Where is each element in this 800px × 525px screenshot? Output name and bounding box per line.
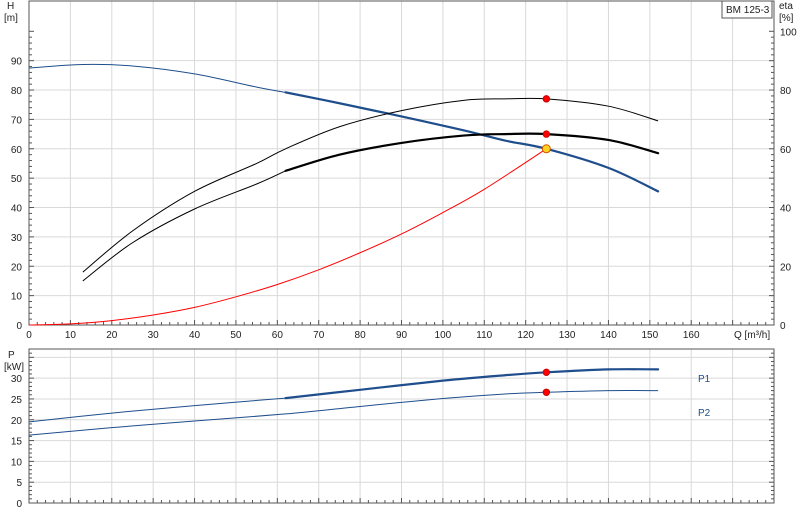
legend-p2: P2	[698, 408, 711, 419]
y2-axis-label: eta	[779, 1, 793, 12]
power-p2-curve	[28, 389, 659, 436]
power-tick-label: 5	[16, 478, 22, 489]
y2-tick-label: 60	[780, 145, 792, 156]
efficiency-point-marker	[542, 95, 551, 103]
y2-axis-unit: [%]	[779, 13, 794, 24]
y-tick-label: 10	[11, 292, 23, 303]
power-point-marker	[542, 388, 551, 396]
x-tick-label: 110	[476, 330, 492, 341]
duty-point-marker	[541, 144, 551, 154]
power-tick-label: 0	[16, 499, 22, 510]
power-p1-curve-bold	[284, 368, 660, 400]
x-tick-label: 10	[65, 330, 77, 341]
y-axis-unit: [m]	[4, 13, 18, 24]
y-tick-label: 50	[11, 174, 23, 185]
x-tick-label: 50	[230, 330, 242, 341]
power-tick-label: 15	[11, 437, 23, 448]
head-curve-bold	[284, 91, 660, 193]
x-tick-label: 100	[435, 330, 452, 341]
y-tick-label: 40	[11, 204, 23, 215]
power-axis-label: P	[8, 350, 15, 361]
x-tick-label: 20	[106, 330, 118, 341]
x-tick-label: 150	[641, 330, 658, 341]
chart-title: BM 125-3	[726, 5, 770, 16]
y-tick-label: 60	[11, 145, 23, 156]
x-tick-label: 0	[26, 330, 32, 341]
efficiency-curve-2	[82, 170, 286, 282]
x-tick-label: 30	[148, 330, 160, 341]
grid-layer	[29, 1, 774, 503]
y-tick-label: 20	[11, 262, 23, 273]
power-tick-label: 20	[11, 416, 23, 427]
x-tick-label: 80	[355, 330, 367, 341]
x-tick-label: 140	[600, 330, 617, 341]
x-tick-label: 90	[396, 330, 408, 341]
y-tick-label: 80	[11, 86, 23, 97]
y-axis-label: H	[7, 1, 14, 12]
efficiency-curve-1	[82, 97, 659, 273]
power-point-marker	[542, 368, 551, 377]
y-tick-label: 30	[11, 233, 23, 244]
y2-tick-label: 80	[780, 86, 792, 97]
efficiency-point-marker	[542, 130, 551, 138]
x-tick-label: 70	[313, 330, 325, 341]
y-tick-label: 70	[11, 115, 23, 126]
x-tick-label: 60	[272, 330, 284, 341]
y-tick-label: 0	[16, 321, 22, 332]
x-tick-label: 40	[189, 330, 201, 341]
x-tick-label: 120	[517, 330, 534, 341]
power-axis-unit: [kW]	[4, 362, 24, 373]
efficiency-curve-2-bold	[284, 132, 660, 172]
power-tick-label: 10	[11, 457, 23, 468]
power-p1-curve	[28, 397, 286, 423]
y-tick-label: 90	[11, 57, 23, 68]
x-tick-label: 160	[683, 330, 700, 341]
y2-tick-label: 0	[780, 321, 786, 332]
x-tick-label: 130	[559, 330, 576, 341]
power-tick-label: 30	[11, 374, 23, 385]
y2-tick-label: 100	[780, 27, 797, 38]
x-axis-label: Q [m³/h]	[734, 330, 770, 341]
system-curve	[28, 148, 547, 326]
legend-p1: P1	[698, 374, 711, 385]
y2-tick-label: 20	[780, 262, 792, 273]
head-curve	[28, 63, 286, 93]
power-tick-label: 25	[11, 395, 23, 406]
y2-tick-label: 40	[780, 204, 792, 215]
